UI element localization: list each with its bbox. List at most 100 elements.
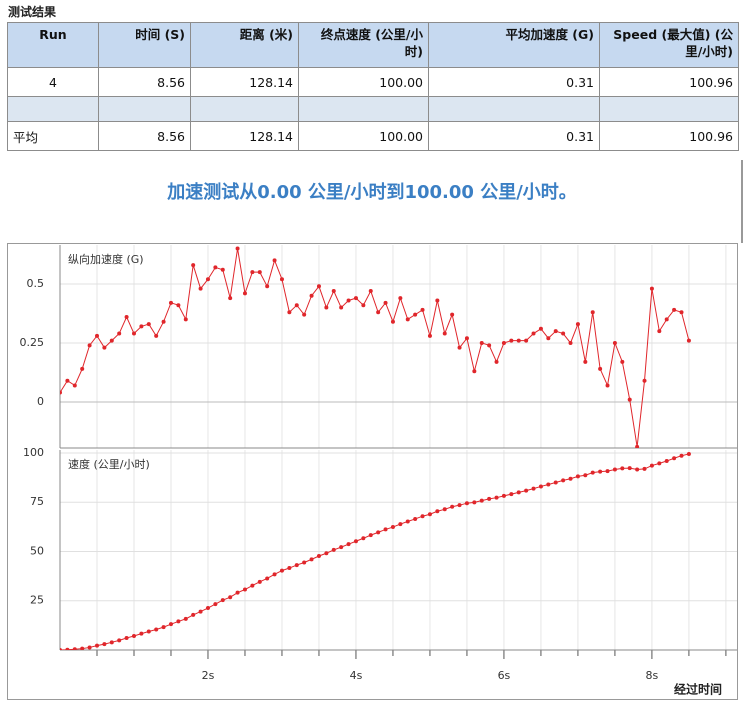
- data-point: [176, 303, 181, 308]
- data-point: [324, 551, 329, 556]
- data-point: [679, 453, 684, 458]
- chart-frame: [7, 243, 738, 700]
- header-row: Run 时间 (S) 距离 (米) 终点速度 (公里/小时) 平均加速度 (G) Spee…: [7, 22, 739, 68]
- column-header: 平均加速度 (G): [428, 22, 600, 68]
- data-point: [316, 284, 321, 289]
- data-point: [198, 609, 203, 614]
- data-point: [60, 390, 62, 395]
- data-point: [657, 461, 662, 466]
- data-point: [87, 645, 92, 650]
- x-tick-label: 2s: [202, 669, 215, 682]
- data-point: [679, 310, 684, 315]
- data-point: [80, 366, 85, 371]
- data-point: [139, 631, 144, 636]
- data-point: [346, 542, 351, 547]
- data-point: [331, 289, 336, 294]
- data-point: [250, 583, 255, 588]
- table-title: 测试结果: [8, 5, 57, 19]
- empty-cell: [7, 96, 99, 122]
- data-point: [176, 619, 181, 624]
- data-point: [664, 317, 669, 322]
- data-point: [427, 512, 432, 517]
- table-cell: 100.96: [599, 121, 739, 151]
- table-cell: 100.00: [298, 67, 429, 97]
- data-point: [154, 627, 159, 632]
- data-point: [435, 509, 440, 514]
- data-point: [94, 333, 99, 338]
- data-point: [302, 560, 307, 565]
- data-point: [353, 539, 358, 544]
- y-tick-label: 25: [30, 594, 44, 607]
- data-point: [339, 305, 344, 310]
- data-point: [161, 319, 166, 324]
- data-point: [598, 366, 603, 371]
- data-point: [575, 474, 580, 479]
- data-point: [191, 263, 196, 268]
- data-point: [390, 525, 395, 530]
- data-point: [501, 340, 506, 345]
- data-point: [538, 484, 543, 489]
- table-cell: 平均: [7, 121, 99, 151]
- data-point: [265, 284, 270, 289]
- data-point: [546, 482, 551, 487]
- data-point: [464, 336, 469, 341]
- data-point: [368, 533, 373, 538]
- data-point: [287, 310, 292, 315]
- data-point: [553, 480, 558, 485]
- data-point: [205, 606, 210, 611]
- table-row: 4 8.56 128.14 100.00 0.31 100.96: [7, 67, 739, 97]
- data-point: [672, 307, 677, 312]
- data-point: [464, 501, 469, 506]
- data-point: [479, 498, 484, 503]
- data-point: [435, 298, 440, 303]
- data-point: [117, 331, 122, 336]
- table-cell: 128.14: [190, 121, 299, 151]
- data-point: [109, 640, 114, 645]
- data-point: [346, 298, 351, 303]
- data-point: [442, 507, 447, 512]
- data-point: [457, 503, 462, 508]
- data-point: [65, 647, 70, 650]
- data-point: [531, 486, 536, 491]
- data-point: [398, 522, 403, 527]
- data-point: [383, 300, 388, 305]
- data-point: [131, 331, 136, 336]
- table-cell: 0.31: [428, 121, 600, 151]
- data-point: [420, 307, 425, 312]
- results-table: Run 时间 (S) 距离 (米) 终点速度 (公里/小时) 平均加速度 (G) Spee…: [7, 22, 739, 151]
- data-point: [427, 333, 432, 338]
- empty-cell: [428, 96, 600, 122]
- data-point: [612, 340, 617, 345]
- summary: 加速测试从0.00 公里/小时到100.00 公里/小时。: [167, 182, 577, 203]
- data-point: [124, 635, 129, 640]
- data-point: [228, 595, 233, 600]
- data-point: [494, 495, 499, 500]
- data-point: [80, 646, 85, 650]
- table-cell: 100.00: [298, 121, 429, 151]
- table-row: 平均 8.56 128.14 100.00 0.31 100.96: [7, 121, 739, 151]
- data-point: [294, 563, 299, 568]
- y-tick-label: 0.25: [20, 336, 45, 349]
- data-point: [509, 338, 514, 343]
- x-tick-label: 6s: [498, 669, 511, 682]
- data-point: [257, 579, 262, 584]
- data-point: [183, 317, 188, 322]
- data-point: [168, 622, 173, 627]
- data-point: [361, 303, 366, 308]
- data-point: [191, 612, 196, 617]
- x-axis-label: 经过时间: [674, 682, 722, 697]
- table-cell: 4: [7, 67, 99, 97]
- data-point: [94, 643, 99, 648]
- column-header: 时间 (S): [98, 22, 191, 68]
- data-point: [309, 557, 314, 562]
- data-point: [146, 629, 151, 634]
- data-point: [72, 647, 77, 650]
- table-cell: 8.56: [98, 121, 191, 151]
- x-tick-label: 4s: [350, 669, 363, 682]
- data-point: [146, 322, 151, 327]
- data-point: [524, 338, 529, 343]
- data-point: [672, 456, 677, 461]
- data-point: [213, 602, 218, 607]
- data-point: [657, 329, 662, 334]
- data-point: [235, 590, 240, 595]
